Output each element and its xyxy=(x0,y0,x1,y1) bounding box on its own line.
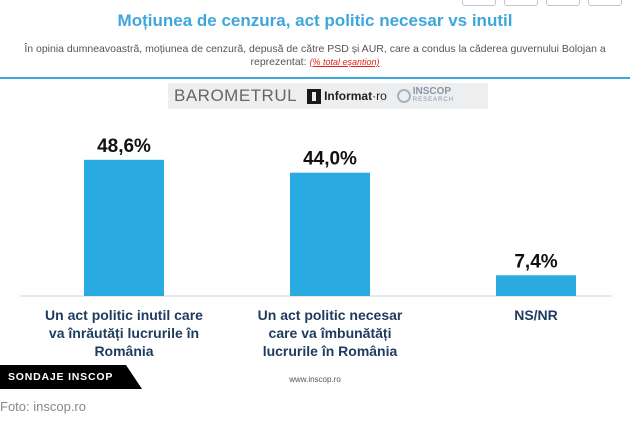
top-tab[interactable] xyxy=(462,0,496,6)
subtitle-question: În opinia dumneavoastră, moțiunea de cen… xyxy=(24,43,606,68)
bar-2 xyxy=(290,172,370,296)
chart-frame: Moțiunea de cenzura, act politic necesar… xyxy=(0,0,630,384)
category-label-line: România xyxy=(94,343,154,359)
category-label-2: Un act politic necesar care va îmbunătăți… xyxy=(230,306,430,360)
site-url: www.inscop.ro xyxy=(289,375,341,384)
bar-chart: 48,6% 44,0% 7,4% xyxy=(20,136,612,297)
category-label-line: care va îmbunătăți xyxy=(268,325,392,341)
sondaje-badge: SONDAJE INSCOP xyxy=(0,365,142,389)
category-label-3: NS/NR xyxy=(436,306,630,324)
informat-logo-icon xyxy=(307,88,322,104)
data-label-1: 48,6% xyxy=(97,136,151,157)
subtitle-note: (% total eșantion) xyxy=(309,57,380,67)
chart-subtitle: În opinia dumneavoastră, moțiunea de cen… xyxy=(22,43,608,69)
informat-logo-suffix: ·ro xyxy=(372,89,387,103)
data-label-2: 44,0% xyxy=(303,149,357,170)
data-label-3: 7,4% xyxy=(514,251,557,272)
category-label-line: Un act politic inutil care xyxy=(45,307,203,323)
category-label-line: va înrăutăți lucrurile în xyxy=(48,325,200,341)
inscop-logo-icon xyxy=(396,89,411,103)
category-label-line: Un act politic necesar xyxy=(257,307,403,323)
informat-logo-text: Informat xyxy=(324,89,373,103)
sondaje-badge-text: SONDAJE INSCOP xyxy=(8,371,114,383)
title-divider xyxy=(0,77,630,79)
logo-bar: BAROMETRUL Informat·ro INSCOP RESEARCH xyxy=(168,83,488,109)
category-label-line: NS/NR xyxy=(514,307,558,323)
bar-3 xyxy=(496,275,576,296)
inscop-logo: INSCOP RESEARCH xyxy=(396,87,454,105)
inscop-logo-sub: RESEARCH xyxy=(412,97,455,103)
category-label-line: lucrurile în România xyxy=(262,343,398,359)
category-label-1: Un act politic inutil care va înrăutăți l… xyxy=(24,306,224,360)
photo-caption: Foto: inscop.ro xyxy=(0,399,86,414)
top-tab[interactable] xyxy=(588,0,622,6)
inscop-logo-name: INSCOP xyxy=(412,86,452,97)
barometru-logo: BAROMETRUL xyxy=(174,86,298,105)
chart-title: Moțiunea de cenzura, act politic necesar… xyxy=(117,11,513,30)
inscop-logo-text: INSCOP RESEARCH xyxy=(413,87,454,105)
top-tab[interactable] xyxy=(546,0,580,6)
informat-logo: Informat·ro xyxy=(324,89,387,103)
bar-1 xyxy=(84,159,164,296)
top-tab[interactable] xyxy=(504,0,538,6)
top-tab-strip xyxy=(462,0,622,6)
